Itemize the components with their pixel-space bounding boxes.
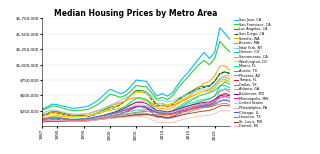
Legend: San Jose, CA, San Francisco, CA, Los Angeles, CA, San Diego, CA, Seattle, WA, Bo: San Jose, CA, San Francisco, CA, Los Ang… bbox=[234, 18, 271, 128]
Title: Median Housing Prices by Metro Area: Median Housing Prices by Metro Area bbox=[54, 9, 218, 18]
